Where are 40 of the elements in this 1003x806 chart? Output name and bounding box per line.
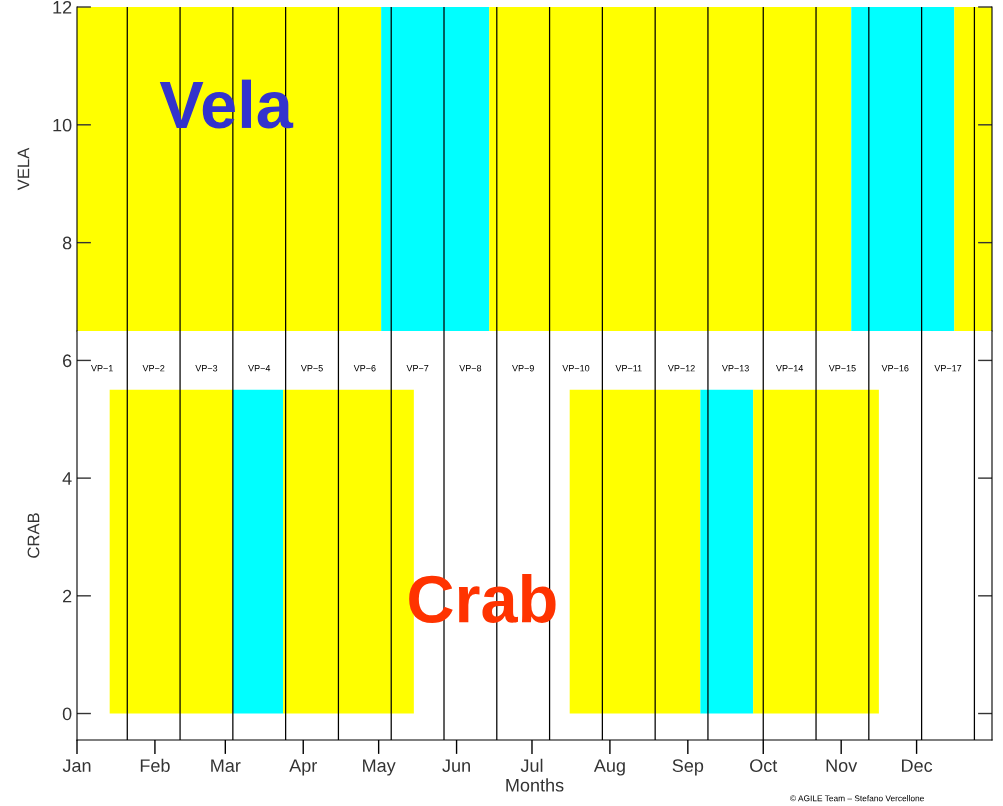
x-axis-title: Months bbox=[506, 778, 564, 792]
x-tick-label: Jan bbox=[62, 759, 91, 773]
y-tick-label: 6 bbox=[63, 354, 72, 368]
x-tick-label: Aug bbox=[593, 759, 625, 776]
annotation: VP−2 bbox=[142, 365, 165, 372]
annotation: VP−9 bbox=[512, 365, 534, 372]
y-axis-title: CRAB bbox=[27, 513, 40, 558]
annotation: VP−8 bbox=[459, 365, 482, 372]
x-tick-label: Feb bbox=[140, 758, 170, 773]
x-tick-label: Dec bbox=[902, 759, 933, 773]
annotation: VP−17 bbox=[934, 365, 962, 372]
annotation: VP−6 bbox=[353, 365, 376, 372]
annotation: VP−7 bbox=[406, 365, 429, 372]
y-tick-label: 2 bbox=[63, 589, 72, 603]
y-tick-label: 10 bbox=[53, 118, 72, 132]
y-tick-label: 4 bbox=[62, 472, 72, 485]
x-tick-label: Jun bbox=[442, 759, 470, 773]
x-tick-label: Nov bbox=[826, 759, 858, 773]
annotation: VP−5 bbox=[300, 365, 323, 372]
y-tick-label: 8 bbox=[62, 236, 72, 250]
annotation: VP−16 bbox=[881, 365, 909, 372]
annotation: VP−10 bbox=[562, 365, 590, 372]
annotation: VP−4 bbox=[248, 365, 271, 372]
x-tick-label: Jul bbox=[520, 758, 543, 773]
annotation: VP−13 bbox=[721, 365, 749, 372]
annotation: VP−11 bbox=[615, 365, 642, 372]
x-tick-label: Sep bbox=[672, 759, 704, 776]
annotation: VP−15 bbox=[828, 365, 856, 372]
annotation: VP−1 bbox=[91, 365, 113, 372]
text: © AGILE Team – Stefano Vercellone bbox=[790, 795, 924, 802]
annotation: VP−12 bbox=[667, 365, 695, 372]
y-tick-label: 0 bbox=[62, 707, 72, 721]
annotation: VP−14 bbox=[776, 365, 804, 372]
x-tick-label: May bbox=[363, 759, 396, 776]
y-axis-title: VELA bbox=[17, 147, 30, 191]
annotation: VP−3 bbox=[195, 365, 218, 372]
x-tick-label: Mar bbox=[211, 759, 241, 773]
y-tick-label: 12 bbox=[53, 0, 72, 14]
x-tick-label: Apr bbox=[289, 759, 317, 776]
x-tick-label: Oct bbox=[750, 759, 778, 773]
